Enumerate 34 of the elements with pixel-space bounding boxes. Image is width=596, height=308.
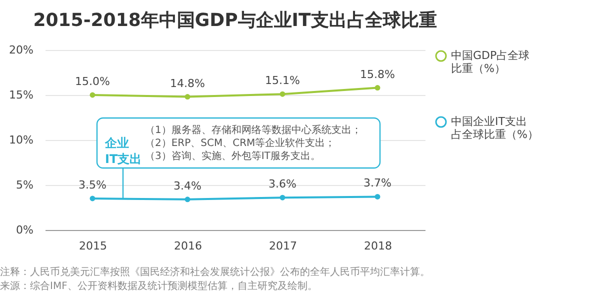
x-tick-label: 2016 [174,240,202,252]
point [280,91,286,97]
source-note: 来源：综合IMF、公开资料数据及统计预测模型估算，自主研究及绘制。 [0,280,318,292]
data-label: 14.8% [170,76,205,90]
chart-title: 2015-2018年中国GDP与企业IT支出占全球比重 [33,10,437,31]
point [184,94,190,100]
y-tick-label: 5% [16,178,34,192]
annotation: （1）服务器、存储和网络等数据中心系统支出； [145,124,362,136]
text: 注释：人民币兑美元汇率按照《国民经济和社会发展统计公报》公布的全年人民币平均汇率计算。 [0,266,430,278]
y-tick-label: 20% [9,44,34,56]
data-label: 3.7% [364,176,392,190]
y-tick-label: 10% [9,134,34,146]
annotation: 企业IT支出 [104,136,142,166]
point [90,92,96,98]
x-tick-label: 2017 [269,240,297,252]
data-label: 3.6% [268,178,296,191]
point [90,196,96,202]
annotation: （3）咨询、实施、外包等IT服务支出。 [145,150,320,162]
x-tick-label: 2015 [79,240,107,252]
point [374,194,380,200]
legend-label: 中国GDP占全球比重（%） [451,49,530,75]
data-label: 15.8% [360,68,395,81]
point [280,194,286,200]
data-label: 15.1% [265,74,300,88]
point [184,196,190,202]
annotation: （2）ERP、SCM、CRM等企业软件支出； [145,137,336,149]
x-tick-label: 2018 [364,240,392,252]
data-label: 3.4% [174,179,202,192]
data-label: 15.0% [75,75,110,88]
data-label: 3.5% [78,178,106,192]
legend-label: 中国企业IT支出占全球比重（%） [451,115,538,141]
point [374,85,380,91]
y-tick-label: 15% [9,88,34,102]
y-tick-label: 0% [16,224,34,236]
